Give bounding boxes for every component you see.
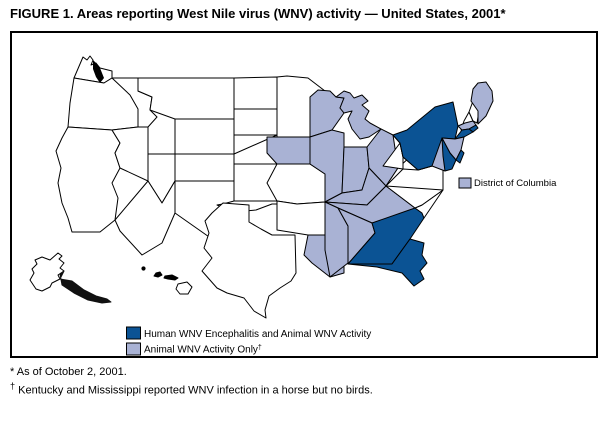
svg-text:Animal WNV Activity Only†: Animal WNV Activity Only† — [144, 344, 262, 356]
svg-text:Human WNV Encephalitis and Ani: Human WNV Encephalitis and Animal WNV Ac… — [144, 329, 371, 340]
svg-text:District of Columbia: District of Columbia — [474, 178, 557, 189]
